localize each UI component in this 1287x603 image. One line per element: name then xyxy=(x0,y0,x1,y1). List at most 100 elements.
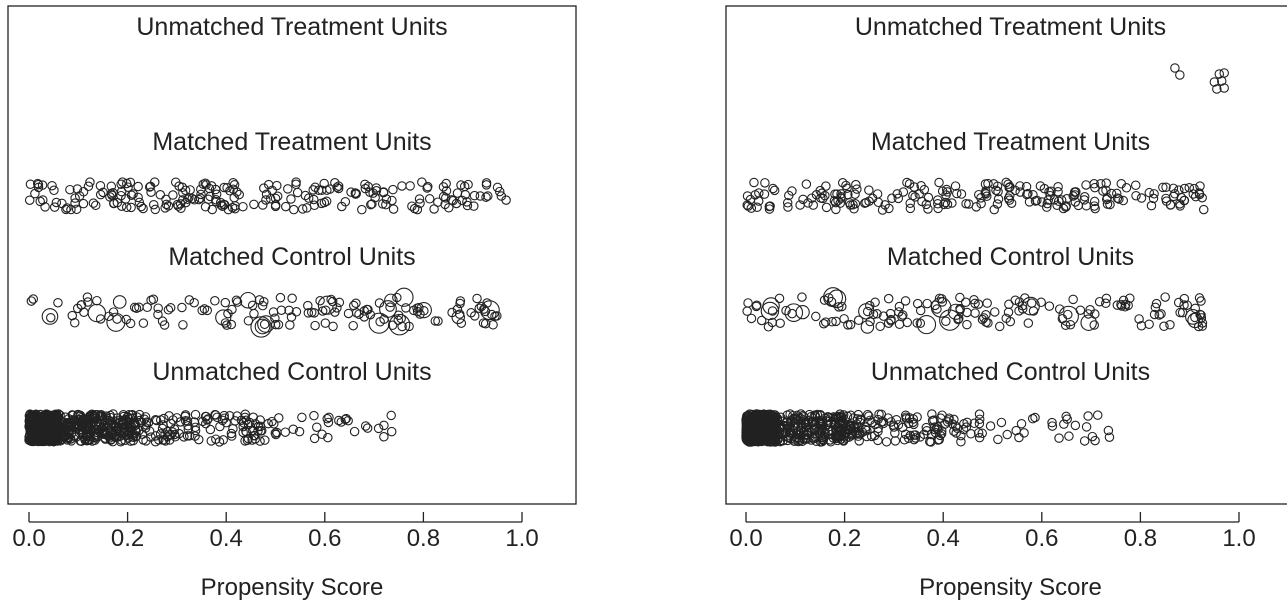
data-point xyxy=(1064,431,1074,441)
data-point xyxy=(864,411,874,421)
data-point xyxy=(320,318,331,328)
data-point xyxy=(71,204,82,215)
data-point xyxy=(41,308,59,325)
data-point xyxy=(441,178,451,189)
data-point xyxy=(241,427,252,437)
data-point xyxy=(1090,182,1100,193)
data-point xyxy=(838,416,848,427)
data-point xyxy=(762,297,780,315)
data-point xyxy=(1005,190,1015,201)
data-point xyxy=(1010,185,1020,196)
data-point xyxy=(1175,307,1185,318)
data-point xyxy=(415,198,425,208)
data-point xyxy=(909,434,919,445)
data-point xyxy=(322,413,332,424)
data-point xyxy=(769,185,780,196)
data-point xyxy=(180,185,191,196)
data-point xyxy=(121,202,132,213)
data-point xyxy=(441,186,452,196)
data-point xyxy=(823,425,834,436)
data-point xyxy=(46,312,56,323)
data-point xyxy=(211,189,222,200)
data-point xyxy=(1170,63,1180,73)
data-point xyxy=(1006,198,1017,208)
data-point xyxy=(319,197,330,208)
data-point xyxy=(332,182,342,193)
data-point xyxy=(492,311,502,321)
data-point xyxy=(742,200,752,210)
data-point xyxy=(1080,314,1097,331)
data-point xyxy=(454,309,465,319)
data-point xyxy=(850,189,860,199)
data-point xyxy=(950,181,961,191)
data-point xyxy=(983,318,993,328)
data-point xyxy=(961,198,971,209)
data-point xyxy=(816,193,826,203)
data-point xyxy=(1073,200,1084,211)
data-point xyxy=(112,295,127,309)
data-point xyxy=(148,199,159,210)
data-point xyxy=(890,428,900,438)
data-point xyxy=(797,292,807,302)
data-point xyxy=(178,320,188,330)
data-point xyxy=(85,177,95,187)
data-point xyxy=(1059,419,1069,429)
data-point xyxy=(174,428,184,439)
data-point xyxy=(149,177,160,187)
data-point xyxy=(777,416,788,427)
data-point xyxy=(175,417,186,427)
data-point xyxy=(249,199,259,210)
data-point xyxy=(1046,186,1056,196)
panel-1: Unmatched Treatment Units Matched Treatme… xyxy=(7,5,577,601)
data-point xyxy=(163,201,174,211)
x-tick-label: 0.6 xyxy=(308,525,341,552)
data-point xyxy=(346,187,356,197)
data-point xyxy=(888,420,899,431)
data-point xyxy=(67,410,77,420)
data-point xyxy=(366,199,376,210)
data-point xyxy=(343,415,353,426)
data-point xyxy=(1146,200,1157,211)
data-point xyxy=(1176,192,1187,203)
data-point xyxy=(272,180,282,191)
data-point xyxy=(90,200,101,211)
data-point xyxy=(215,421,225,432)
data-point xyxy=(1004,195,1015,205)
data-point xyxy=(297,204,308,214)
x-tick-label: 0.2 xyxy=(828,525,861,552)
data-point xyxy=(767,317,778,328)
data-point xyxy=(825,435,836,445)
data-point xyxy=(881,437,892,447)
data-point xyxy=(834,432,845,442)
data-point xyxy=(860,320,875,334)
data-point xyxy=(941,316,951,327)
data-point xyxy=(121,314,132,325)
data-point xyxy=(993,194,1004,204)
data-point xyxy=(183,420,193,431)
x-tick-label: 1.0 xyxy=(505,525,538,552)
panel-2: Unmatched Treatment Units Matched Treatme… xyxy=(725,5,1287,601)
data-point xyxy=(294,426,305,437)
data-point xyxy=(243,419,254,430)
data-point xyxy=(255,415,265,425)
data-point xyxy=(95,425,105,436)
data-point xyxy=(362,423,373,433)
data-point xyxy=(841,180,851,191)
data-point xyxy=(317,429,327,440)
x-tick-label: 0.6 xyxy=(1025,525,1058,552)
data-point xyxy=(309,194,319,205)
data-point xyxy=(441,193,451,203)
data-point xyxy=(912,318,922,328)
data-point xyxy=(240,436,250,446)
data-point xyxy=(904,413,915,423)
data-point xyxy=(876,409,887,420)
data-point xyxy=(121,178,132,189)
data-point xyxy=(478,318,489,328)
data-point xyxy=(1053,182,1063,192)
data-point xyxy=(1149,309,1160,320)
data-point xyxy=(850,426,861,437)
data-point xyxy=(769,431,779,441)
data-point xyxy=(852,184,862,194)
data-point xyxy=(207,204,218,215)
data-point xyxy=(27,415,38,426)
